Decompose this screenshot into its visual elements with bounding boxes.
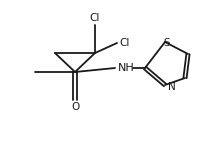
Text: N: N [168, 82, 176, 92]
Text: S: S [164, 38, 170, 48]
Text: NH: NH [118, 63, 135, 73]
Text: Cl: Cl [119, 38, 129, 48]
Text: O: O [71, 102, 79, 112]
Text: Cl: Cl [90, 13, 100, 23]
